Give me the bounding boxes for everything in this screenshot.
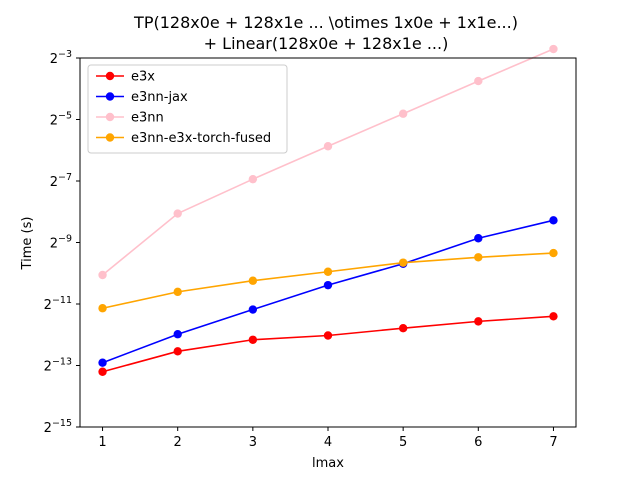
legend-box xyxy=(87,64,288,154)
y-tick-label--3: 2−3 xyxy=(50,49,72,67)
x-tick-label-5: 5 xyxy=(399,435,407,450)
x-tick-label-4: 4 xyxy=(324,435,332,450)
legend-label-e3x: e3x xyxy=(131,70,155,85)
data-point-e3x-1 xyxy=(98,367,107,376)
x-tick-label-6: 6 xyxy=(474,435,482,450)
data-point-e3nn-e3x-torch-fused-2 xyxy=(173,287,182,297)
legend-label-e3nn: e3nn xyxy=(131,111,164,126)
plot-area: 1 2 3 4 5 6 7 2−15 2−13 2−11 2−9 2−7 2−5 2−3 xyxy=(44,44,577,450)
chart-title-line-1: TP(128x0e + 128x1e ... \otimes 1x0e + 1x… xyxy=(133,13,518,32)
data-point-e3x-3 xyxy=(248,335,258,344)
data-point-e3nn-e3x-torch-fused-6 xyxy=(474,253,483,262)
y-axis-label: Time (s) xyxy=(20,217,35,271)
data-point-e3nn-6 xyxy=(474,76,483,86)
x-axis-label: lmax xyxy=(312,456,344,471)
y-tick-label--7: 2−7 xyxy=(50,172,72,190)
data-point-e3nn-e3x-torch-fused-4 xyxy=(323,267,333,276)
data-point-e3nn-3 xyxy=(248,174,258,184)
data-point-e3nn-jax-3 xyxy=(248,305,258,314)
data-point-e3nn-jax-2 xyxy=(173,330,182,339)
data-point-e3x-5 xyxy=(398,324,408,333)
data-point-e3nn-e3x-torch-fused-3 xyxy=(248,276,258,285)
data-point-e3nn-e3x-torch-fused-1 xyxy=(98,304,107,313)
y-tick-label--5: 2−5 xyxy=(50,111,72,129)
legend-marker-e3nn-e3x-torch-fused xyxy=(105,133,115,142)
data-point-e3x-4 xyxy=(323,331,333,340)
data-point-e3nn-5 xyxy=(398,109,408,118)
y-tick-label--9: 2−9 xyxy=(50,234,72,252)
legend-label-e3nn-jax: e3nn-jax xyxy=(131,90,188,105)
data-point-e3nn-jax-6 xyxy=(474,234,483,243)
data-point-e3nn-2 xyxy=(173,209,182,218)
legend-marker-e3nn xyxy=(105,112,115,122)
y-tick-label--11: 2−11 xyxy=(44,295,72,313)
data-point-e3nn-4 xyxy=(323,142,333,151)
y-tick-label--13: 2−13 xyxy=(44,357,72,375)
data-point-e3nn-jax-1 xyxy=(98,358,107,367)
y-tick-label--15: 2−15 xyxy=(44,418,72,436)
data-point-e3nn-e3x-torch-fused-7 xyxy=(549,248,558,258)
data-point-e3nn-7 xyxy=(549,44,558,54)
x-tick-label-3: 3 xyxy=(249,435,257,450)
chart-title-line-2: + Linear(128x0e + 128x1e ...) xyxy=(204,34,449,53)
data-point-e3x-6 xyxy=(474,317,483,326)
data-point-e3nn-jax-7 xyxy=(549,216,558,225)
data-point-e3nn-jax-4 xyxy=(323,280,333,290)
legend-marker-e3x xyxy=(105,71,115,81)
data-point-e3nn-1 xyxy=(98,270,107,280)
data-point-e3nn-e3x-torch-fused-5 xyxy=(398,258,408,267)
legend: e3x e3nn-jax e3nn e3nn-e3x-torch-fused xyxy=(87,64,288,154)
data-point-e3x-2 xyxy=(173,347,182,356)
data-point-e3x-7 xyxy=(549,312,558,321)
x-tick-label-2: 2 xyxy=(174,435,182,450)
legend-marker-e3nn-jax xyxy=(105,92,115,101)
x-tick-label-1: 1 xyxy=(98,435,106,450)
x-tick-label-7: 7 xyxy=(549,435,557,450)
legend-label-e3nn-e3x-torch-fused: e3nn-e3x-torch-fused xyxy=(131,131,271,146)
